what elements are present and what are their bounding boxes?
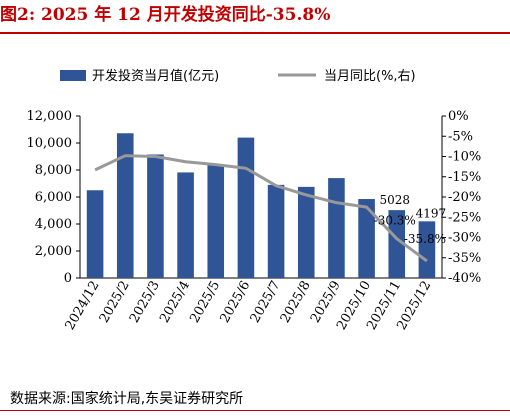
legend: 开发投资当月值(亿元) 当月同比(%,右): [60, 68, 416, 84]
right-tick-label: 0%: [448, 109, 469, 124]
bar: [267, 184, 285, 278]
right-tick-label: -25%: [448, 210, 481, 225]
left-tick-label: 8,000: [35, 163, 72, 178]
right-tick-label: -20%: [448, 190, 481, 205]
x-tick-label: 2024/12: [63, 279, 103, 333]
legend-swatch-bar: [60, 70, 86, 81]
bar-value-label: 5028: [379, 193, 410, 207]
title-divider: [0, 32, 510, 34]
left-tick-label: 12,000: [27, 109, 73, 124]
left-tick-label: 0: [64, 271, 72, 286]
left-tick-label: 6,000: [35, 190, 72, 205]
bar: [147, 154, 164, 278]
right-tick-label: -35%: [448, 251, 481, 266]
bar: [358, 199, 375, 278]
bar: [237, 137, 255, 278]
bar: [388, 210, 406, 278]
right-tick-label: -5%: [448, 129, 473, 144]
left-tick-label: 10,000: [27, 136, 73, 151]
bar: [418, 221, 436, 278]
legend-label-line: 当月同比(%,右): [324, 69, 416, 84]
legend-label-bar: 开发投资当月值(亿元): [92, 68, 219, 84]
bar: [328, 178, 345, 278]
right-tick-label: -30%: [448, 231, 481, 246]
yoy-value-label: -30.3%: [374, 214, 416, 228]
right-tick-label: -10%: [448, 150, 481, 165]
left-tick-label: 2,000: [35, 244, 72, 259]
bar: [177, 172, 194, 278]
chart-canvas: 开发投资当月值(亿元) 当月同比(%,右) 0 2,000 4,000 6,000 8,…: [27, 68, 482, 333]
source-note: 数据来源:国家统计局,东吴证券研究所: [10, 391, 244, 407]
bar-value-label: 4197: [416, 206, 447, 220]
right-tick-label: -40%: [448, 271, 481, 286]
left-tick-label: 4,000: [35, 217, 72, 232]
right-tick-label: -15%: [448, 170, 481, 185]
yoy-value-label: -35.8%: [404, 232, 446, 246]
chart-title: 图2: 2025 年 12 月开发投资同比-35.8%: [0, 5, 331, 25]
yoy-line: [94, 154, 428, 263]
bottom-divider: [0, 410, 510, 411]
bar: [86, 190, 104, 278]
bar: [207, 164, 225, 278]
bar: [116, 133, 134, 278]
bar: [297, 186, 315, 278]
